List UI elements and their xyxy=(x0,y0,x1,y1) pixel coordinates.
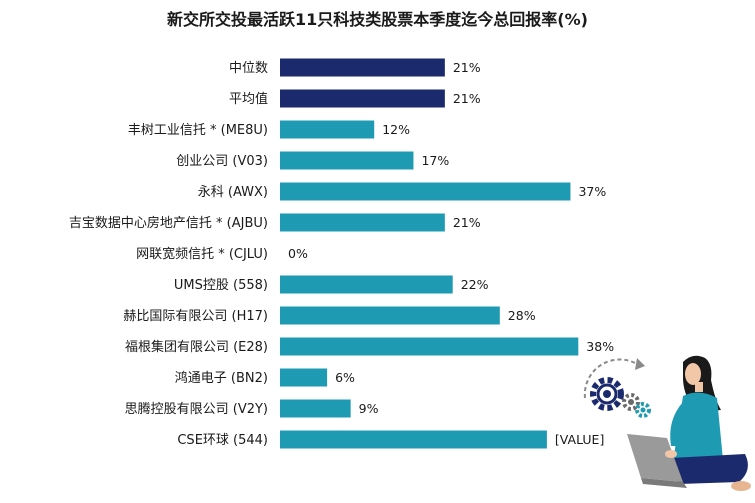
value-label: 0% xyxy=(288,246,308,261)
value-label: 21% xyxy=(453,91,481,106)
bar xyxy=(280,182,571,201)
value-label: 22% xyxy=(461,277,489,292)
category-label: 福根集团有限公司 (E28) xyxy=(125,339,268,355)
refresh-arrow-icon xyxy=(583,358,645,399)
bar xyxy=(280,368,328,387)
value-label: 12% xyxy=(382,122,410,137)
chart-title: 新交所交投最活跃11只科技类股票本季度迄今总回报率(%) xyxy=(167,10,588,29)
bar xyxy=(280,120,375,139)
value-label: [VALUE] xyxy=(555,432,604,447)
value-label: 28% xyxy=(508,308,536,323)
category-label: 平均值 xyxy=(229,91,268,107)
bar xyxy=(280,337,579,356)
bar xyxy=(280,275,453,294)
category-label: 创业公司 (V03) xyxy=(176,154,268,169)
illustration xyxy=(583,355,751,491)
category-label: 网联宽频信托 * (CJLU) xyxy=(136,246,268,262)
category-label: 中位数 xyxy=(229,61,268,76)
bar xyxy=(280,213,445,232)
category-label: 丰树工业信托 * (ME8U) xyxy=(128,123,268,138)
value-label: 17% xyxy=(421,153,449,168)
value-label: 37% xyxy=(578,184,606,199)
laptop-icon xyxy=(627,434,687,488)
bar xyxy=(280,306,500,325)
category-label: 鸿通电子 (BN2) xyxy=(175,370,268,386)
category-label: 赫比国际有限公司 (H17) xyxy=(123,309,268,324)
bar xyxy=(280,58,445,77)
value-label: 9% xyxy=(359,401,379,416)
bar xyxy=(280,399,351,418)
value-label: 6% xyxy=(335,370,355,385)
category-label: 永科 (AWX) xyxy=(198,185,268,200)
bar xyxy=(280,89,445,108)
bar xyxy=(280,430,547,449)
value-label: 38% xyxy=(586,339,614,354)
bar xyxy=(280,151,414,170)
gears-icon xyxy=(590,377,651,418)
value-label: 21% xyxy=(453,60,481,75)
value-label: 21% xyxy=(453,215,481,230)
person-icon xyxy=(670,355,751,491)
category-label: CSE环球 (544) xyxy=(177,433,268,448)
category-label: 吉宝数据中心房地产信托 * (AJBU) xyxy=(69,215,268,231)
category-label: UMS控股 (558) xyxy=(174,278,268,293)
category-label: 思腾控股有限公司 (V2Y) xyxy=(125,401,268,417)
